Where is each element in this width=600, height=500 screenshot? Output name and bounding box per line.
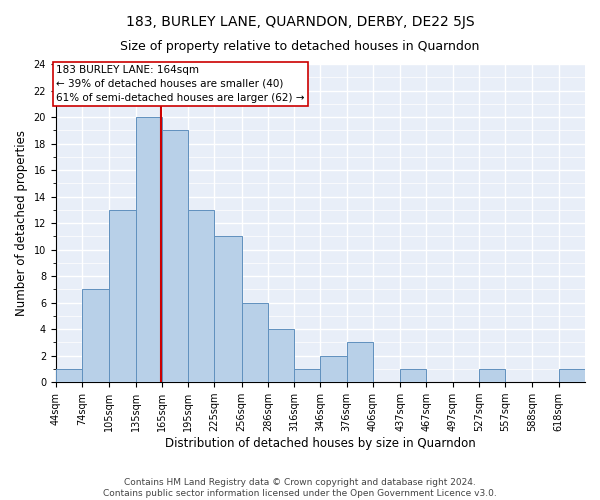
Bar — [188, 210, 214, 382]
Bar — [400, 369, 427, 382]
Bar — [136, 117, 162, 382]
Bar — [268, 329, 294, 382]
Bar — [162, 130, 188, 382]
X-axis label: Distribution of detached houses by size in Quarndon: Distribution of detached houses by size … — [165, 437, 476, 450]
Bar — [479, 369, 505, 382]
Bar — [320, 356, 347, 382]
Bar — [82, 290, 109, 382]
Text: 183 BURLEY LANE: 164sqm
← 39% of detached houses are smaller (40)
61% of semi-de: 183 BURLEY LANE: 164sqm ← 39% of detache… — [56, 65, 305, 103]
Bar — [559, 369, 585, 382]
Bar — [347, 342, 373, 382]
Bar — [109, 210, 136, 382]
Bar — [294, 369, 320, 382]
Y-axis label: Number of detached properties: Number of detached properties — [15, 130, 28, 316]
Text: 183, BURLEY LANE, QUARNDON, DERBY, DE22 5JS: 183, BURLEY LANE, QUARNDON, DERBY, DE22 … — [125, 15, 475, 29]
Text: Contains HM Land Registry data © Crown copyright and database right 2024.
Contai: Contains HM Land Registry data © Crown c… — [103, 478, 497, 498]
Bar — [56, 369, 82, 382]
Bar — [214, 236, 242, 382]
Text: Size of property relative to detached houses in Quarndon: Size of property relative to detached ho… — [121, 40, 479, 53]
Bar — [242, 302, 268, 382]
